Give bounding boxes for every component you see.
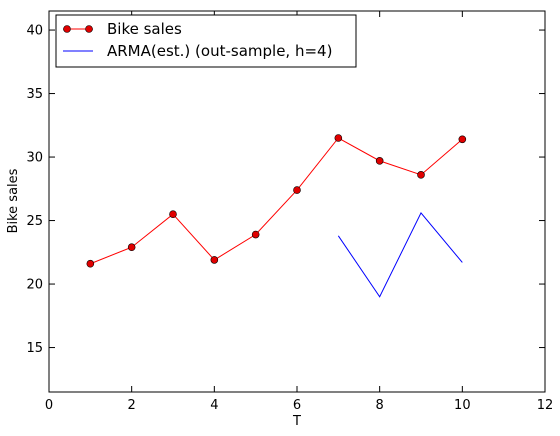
x-axis-label: T <box>292 414 301 429</box>
series-line-0 <box>90 137 463 265</box>
legend-label-1: ARMA(est.) (out-sample, h=4) <box>107 42 332 60</box>
y-tick-label: 25 <box>26 214 43 229</box>
x-tick-label: 10 <box>454 398 471 413</box>
legend-marker <box>85 25 93 33</box>
data-point <box>458 135 467 144</box>
x-axis-ticks: 0 2 4 6 8 10 12 <box>45 11 553 413</box>
y-axis-label: Bike sales <box>6 168 21 233</box>
plot-area <box>48 10 546 393</box>
y-tick-label: 30 <box>26 151 43 166</box>
y-tick-label: 15 <box>26 341 43 356</box>
y-tick-label: 35 <box>26 87 43 102</box>
data-point <box>210 256 219 264</box>
x-tick-label: 0 <box>45 398 53 413</box>
legend-box <box>55 14 357 68</box>
x-tick-label: 6 <box>293 398 301 413</box>
series-layer <box>86 134 467 298</box>
legend-label-0: Bike sales <box>107 20 182 38</box>
legend: Bike sales ARMA(est.) (out-sample, h=4) <box>55 14 357 68</box>
data-point <box>417 171 425 179</box>
data-point <box>375 157 384 165</box>
y-axis-ticks: 15 20 25 30 35 40 <box>26 24 545 356</box>
legend-marker <box>63 25 71 33</box>
data-point <box>251 230 260 239</box>
data-point <box>334 134 343 142</box>
x-tick-label: 8 <box>376 398 384 413</box>
x-tick-label: 12 <box>537 398 554 413</box>
data-point <box>127 243 136 252</box>
data-point <box>86 259 95 268</box>
x-tick-label: 2 <box>128 398 136 413</box>
y-tick-label: 40 <box>26 24 43 39</box>
data-point <box>169 210 177 218</box>
data-point <box>293 186 301 194</box>
x-tick-label: 4 <box>210 398 218 413</box>
y-tick-label: 20 <box>26 278 43 293</box>
series-line-1 <box>337 212 463 298</box>
